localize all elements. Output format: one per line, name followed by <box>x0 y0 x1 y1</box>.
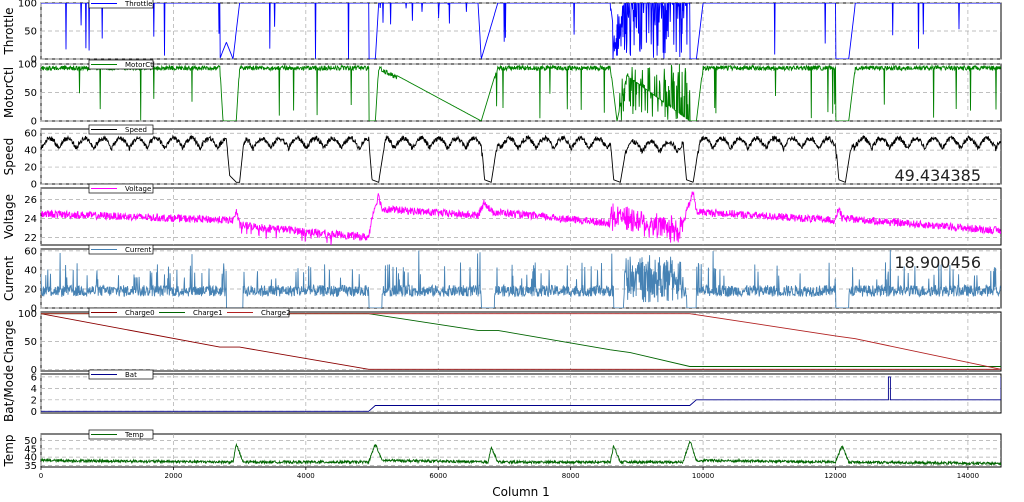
series-line-charge0 <box>41 313 1001 370</box>
y-tick-label: 0 <box>31 117 37 128</box>
x-tick-label: 10000 <box>692 472 714 480</box>
y-tick-label: 26 <box>24 195 37 206</box>
y-tick-label: 100 <box>18 0 37 10</box>
legend-label: Bat <box>125 371 137 379</box>
series-line-charge1 <box>41 313 1001 367</box>
y-axis-label: Bat/Mode <box>2 365 16 422</box>
y-tick-label: 40 <box>24 265 37 276</box>
legend-box <box>88 307 290 318</box>
legend-label: Voltage <box>125 185 151 193</box>
value-readout: 18.900456 <box>894 253 981 272</box>
y-tick-label: 0 <box>31 55 37 66</box>
legend-label: Charge1 <box>193 309 223 317</box>
y-tick-label: 50 <box>24 88 37 99</box>
value-readout: 49.434385 <box>894 166 981 185</box>
y-tick-label: 2 <box>31 395 37 406</box>
series-line-charge2 <box>41 313 1001 370</box>
legend-box <box>88 244 154 255</box>
panel-voltage: 22 24 26 Voltage Voltage <box>2 183 1002 246</box>
legend-label: Speed <box>125 126 147 134</box>
plot-area <box>40 373 1002 414</box>
y-tick-label: 45 <box>24 444 37 455</box>
y-tick-label: 40 <box>24 453 37 464</box>
legend-box <box>88 0 154 9</box>
x-tick-label: 4000 <box>297 472 315 480</box>
legend-label: Temp <box>124 431 144 439</box>
series-line-temp <box>41 440 1001 467</box>
y-tick-label: 4 <box>31 384 37 395</box>
plot-area <box>40 128 1002 185</box>
legend-box <box>88 429 154 440</box>
x-tick-label: 8000 <box>562 472 580 480</box>
legend-label: Current <box>125 246 152 254</box>
y-tick-label: 50 <box>24 27 37 38</box>
y-tick-label: 22 <box>24 233 37 244</box>
y-tick-label: 20 <box>24 284 37 295</box>
x-tick-label: 14000 <box>957 472 979 480</box>
y-tick-label: 24 <box>24 214 37 225</box>
panel-speed: 0 20 40 60 Speed Speed 49.434385 <box>2 124 1002 191</box>
series-line-speed <box>41 134 1001 183</box>
y-tick-label: 35 <box>24 461 37 472</box>
y-tick-label: 0 <box>31 407 37 418</box>
legend-box <box>88 183 154 194</box>
series-line-current <box>41 249 1001 308</box>
y-tick-label: 0 <box>31 180 37 191</box>
y-tick-label: 60 <box>24 129 37 140</box>
series-line-voltage <box>41 191 1001 245</box>
legend-label: MotorCtl <box>125 61 155 69</box>
y-tick-label: 0 <box>31 365 37 376</box>
y-axis-label: Temp <box>2 435 16 468</box>
x-tick-label: 12000 <box>824 472 846 480</box>
legend-label: Charge2 <box>261 309 291 317</box>
x-axis-label: Column 1 <box>492 485 549 499</box>
series-line-motorctl <box>41 64 1001 121</box>
panel-current: 0 20 40 60 Current Current 18.900456 <box>2 244 1002 315</box>
y-tick-label: 100 <box>18 60 37 71</box>
legend-box <box>88 124 154 135</box>
legend-label: Throttle <box>124 0 152 8</box>
y-axis-label: MotorCtl <box>2 67 16 118</box>
y-axis-label: Voltage <box>2 194 16 239</box>
y-tick-label: 0 <box>31 304 37 315</box>
y-tick-label: 100 <box>18 309 37 320</box>
legend-box <box>88 369 154 380</box>
y-tick-label: 60 <box>24 246 37 257</box>
y-tick-label: 50 <box>24 337 37 348</box>
y-axis-label: Throttle <box>2 7 16 55</box>
y-axis-label: Current <box>2 256 16 301</box>
y-tick-label: 6 <box>31 372 37 383</box>
x-tick-label: 0 <box>39 472 43 480</box>
legend-label: Charge0 <box>125 309 155 317</box>
legend-box <box>88 59 154 70</box>
x-tick-label: 6000 <box>429 472 447 480</box>
y-tick-label: 20 <box>24 163 37 174</box>
plot-area <box>40 248 1002 309</box>
y-axis-label: Charge <box>2 320 16 363</box>
x-tick-label: 2000 <box>164 472 182 480</box>
y-tick-label: 50 <box>24 436 37 447</box>
series-line-bat <box>41 376 1001 412</box>
y-axis-label: Speed <box>2 138 16 176</box>
y-tick-label: 40 <box>24 146 37 157</box>
